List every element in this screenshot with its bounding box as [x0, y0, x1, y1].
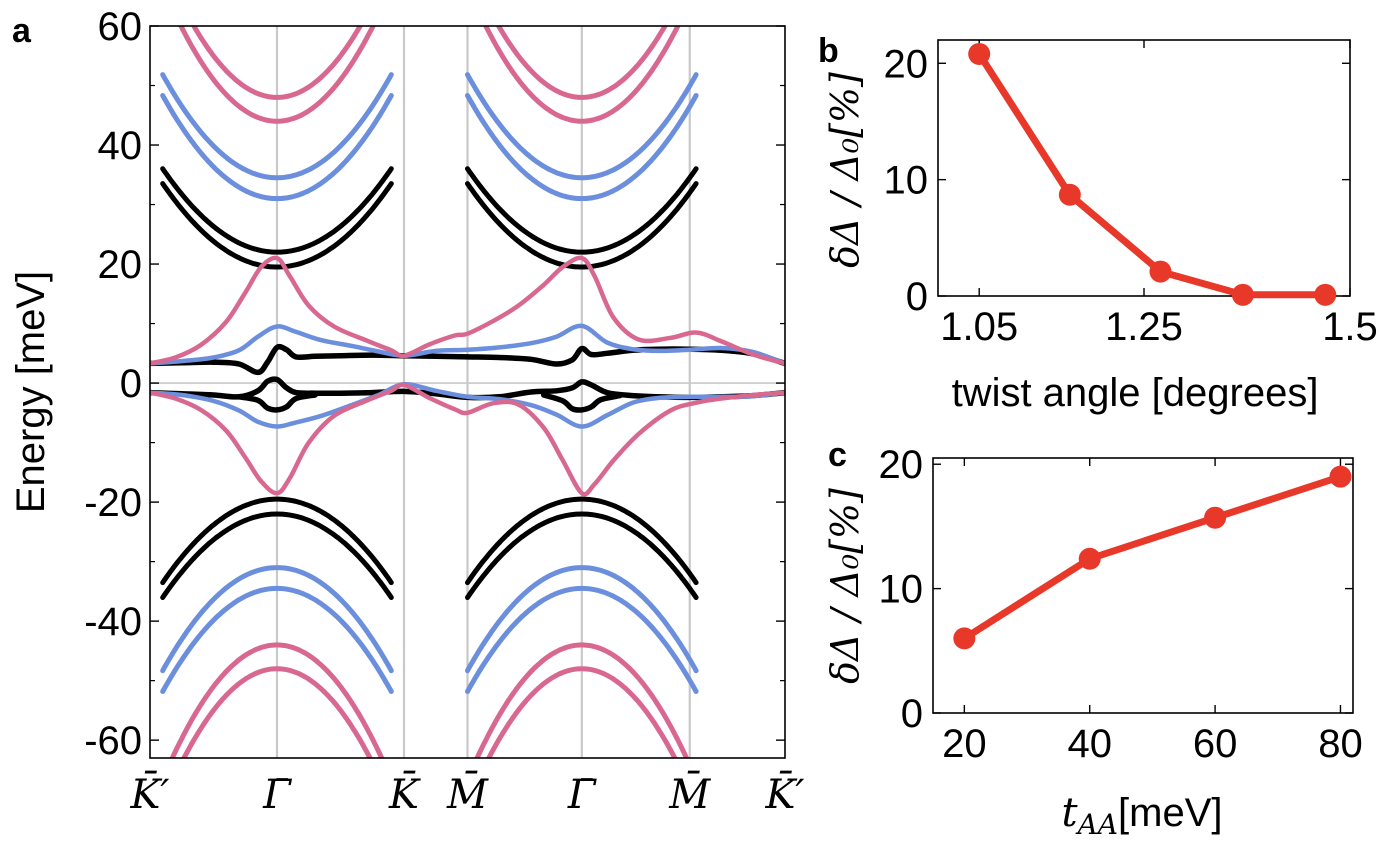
panel-c-x-sub: AA	[1075, 808, 1118, 841]
remote-band-black	[465, 511, 699, 600]
data-point	[1078, 547, 1101, 570]
hs-point-label: Γ̄	[567, 772, 597, 818]
remote-band-black	[465, 496, 699, 586]
panel-a-label: a	[12, 12, 32, 50]
remote-band-pink	[474, 642, 690, 758]
remote-band-pink	[495, 26, 668, 100]
data-point	[1314, 283, 1337, 306]
remote-band-blue	[465, 93, 699, 202]
flat-band-pink	[150, 255, 785, 366]
data-point	[1231, 283, 1254, 306]
x-tick-label: 40	[1067, 722, 1112, 766]
x-tick-label: 20	[942, 722, 987, 766]
panel-b-x-axis-label: twist angle [degrees]	[952, 371, 1319, 415]
panel-a-curves	[150, 26, 785, 758]
data-point	[1329, 465, 1352, 488]
remote-band-blue	[160, 585, 394, 694]
hs-point-label: M̄	[668, 771, 711, 818]
remote-band-pink	[169, 642, 385, 758]
x-tick-label: 1.05	[940, 305, 1018, 349]
remote-band-blue	[160, 565, 394, 674]
data-point	[1058, 183, 1081, 206]
y-tick-label: 10	[879, 568, 924, 612]
panel-c-axes-frame	[932, 457, 1354, 714]
y-tick-label: -40	[84, 600, 142, 644]
data-point	[953, 627, 976, 650]
panel-c-y-axis-label: δΔ / Δ₀[%]	[823, 488, 867, 684]
flat-band-blue	[150, 382, 785, 429]
data-point	[968, 42, 991, 65]
hs-point-label: K̄′	[130, 771, 170, 818]
remote-band-black	[160, 181, 394, 270]
panel-c-ticks: 20 40 60 80 0 10 20	[879, 443, 1363, 766]
panel-c-series	[953, 465, 1352, 650]
panel-b-label: b	[818, 32, 839, 70]
panel-b-y-axis-label: δΔ / Δ₀[%]	[823, 72, 867, 268]
data-point	[1204, 506, 1227, 529]
series-line	[962, 473, 1342, 642]
y-tick-label: 10	[884, 159, 929, 203]
hs-point-label: M̄	[446, 771, 489, 818]
remote-band-blue	[465, 72, 699, 181]
hs-point-label: K̄	[388, 771, 421, 818]
x-tick-label: 1.5	[1322, 305, 1378, 349]
y-tick-label: -60	[84, 719, 142, 763]
x-tick-label: 80	[1318, 722, 1363, 766]
panel-a-axes-frame	[149, 25, 786, 759]
y-tick-label: 20	[884, 42, 929, 86]
remote-band-pink	[178, 26, 376, 124]
y-tick-label: 20	[879, 443, 924, 487]
panel-c-label: c	[828, 436, 847, 474]
panel-b-ticks: 1.05 1.25 1.5 0 10 20	[884, 40, 1378, 349]
y-tick-label: 0	[120, 362, 142, 406]
y-tick-label: 60	[98, 5, 143, 49]
panel-a-gridlines	[150, 26, 785, 758]
remote-band-black	[465, 166, 699, 255]
y-tick-label: 0	[901, 692, 923, 736]
panel-b-series	[968, 42, 1337, 306]
y-tick-label: 20	[98, 243, 143, 287]
y-tick-label: 40	[98, 124, 143, 168]
panel-c-tAA: c 20 40 60 80 0 10 20 tAA[meV] δΔ / Δ₀[%]	[823, 436, 1363, 841]
y-tick-label: -20	[84, 481, 142, 525]
flat-band-black	[236, 392, 318, 413]
remote-band-pink	[482, 26, 681, 124]
data-point	[1149, 260, 1172, 283]
panel-a-band-structure: a -60 -40 -20 0 20 40 60 K̄′ Γ̄ K̄ M̄ Γ̄ M̄ K̄′ Ener…	[9, 5, 805, 818]
panel-c-x-unit: [meV]	[1118, 791, 1222, 835]
remote-band-black	[465, 181, 699, 270]
panel-c-x-var: t	[1061, 790, 1078, 836]
flat-band-black	[540, 392, 623, 413]
panel-a-y-axis-label: Energy [meV]	[9, 271, 53, 513]
x-tick-label: 60	[1193, 722, 1238, 766]
remote-band-pink	[190, 26, 364, 100]
remote-band-black	[160, 166, 394, 255]
y-tick-label: 0	[906, 275, 928, 319]
remote-band-blue	[160, 72, 394, 181]
panel-a-x-ticks: K̄′ Γ̄ K̄ M̄ Γ̄ M̄ K̄′	[130, 771, 805, 818]
remote-band-pink	[181, 666, 373, 758]
remote-band-blue	[465, 565, 699, 674]
remote-band-black	[160, 496, 394, 586]
panel-b-twist-angle: b 1.05 1.25 1.5 0 10 20 twist angle [degrees]…	[818, 32, 1378, 415]
series-line	[976, 52, 1326, 299]
panel-a-y-ticks: -60 -40 -20 0 20 40 60	[84, 5, 785, 763]
flat-band-pink	[150, 382, 785, 497]
remote-band-black	[160, 511, 394, 600]
x-tick-label: 1.25	[1105, 305, 1183, 349]
remote-band-blue	[465, 585, 699, 694]
remote-band-blue	[160, 93, 394, 202]
hs-point-label: K̄′	[765, 771, 805, 818]
remote-band-pink	[485, 666, 678, 758]
panel-c-x-axis-label: tAA[meV]	[1061, 790, 1222, 841]
flat-band-blue	[150, 323, 785, 366]
hs-point-label: Γ̄	[262, 772, 292, 818]
